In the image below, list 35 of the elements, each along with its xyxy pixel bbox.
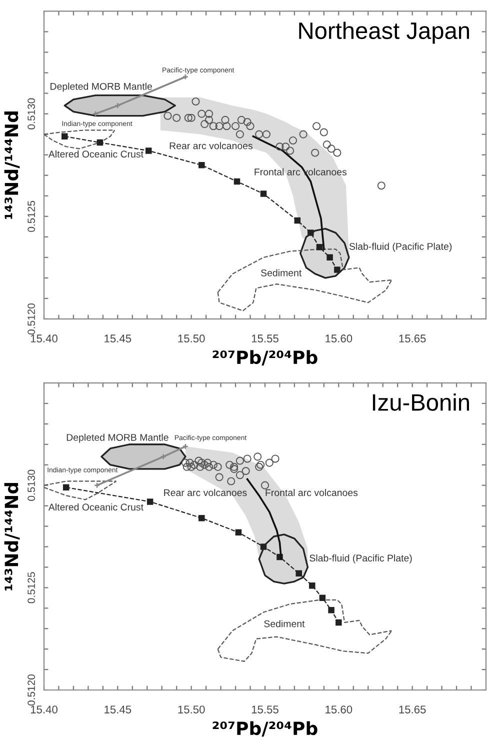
- annotation: Sediment: [264, 620, 305, 628]
- x-axis-title: ²⁰⁷Pb/²⁰⁴Pb: [212, 350, 318, 366]
- chart-title: Izu-Bonin: [372, 393, 469, 411]
- x-tick-label: 15.65: [399, 706, 426, 714]
- annotation: Slab-fluid (Pacific Plate): [310, 554, 412, 564]
- x-tick-label: 15.45: [104, 334, 132, 342]
- annotation: Rear arc volcanoes: [164, 488, 247, 496]
- y-tick-label: 0.5125: [28, 200, 35, 232]
- x-tick-label: 15.60: [326, 334, 352, 342]
- y-axis-title: ¹⁴³Nd/¹⁴⁴Nd: [4, 482, 20, 590]
- y-axis-title: ¹⁴³Nd/¹⁴⁴Nd: [4, 112, 20, 220]
- x-tick-label: 15.50: [178, 334, 205, 342]
- x-tick-label: 15.40: [30, 706, 58, 714]
- x-tick-label: 15.60: [326, 706, 352, 714]
- annotation: Frontal arc volcanoes: [266, 488, 358, 496]
- x-tick-label: 15.50: [178, 706, 205, 714]
- y-tick-label: 0.5130: [28, 470, 35, 501]
- x-axis-title: ²⁰⁷Pb/²⁰⁴Pb: [212, 721, 318, 737]
- x-tick-label: 15.45: [104, 706, 132, 714]
- x-tick-label: 15.55: [252, 334, 278, 342]
- chart-title: Northeast Japan: [299, 22, 469, 44]
- annotation: Depleted MORB Mantle: [66, 434, 168, 443]
- y-tick-label: 0.5130: [28, 98, 35, 130]
- annotation: Rear arc volcanoes: [170, 142, 252, 150]
- y-tick-label: 0.5125: [28, 572, 35, 604]
- annotation: Sediment: [261, 269, 302, 276]
- x-tick-label: 15.40: [30, 334, 58, 342]
- annotation: Depleted MORB Mantle: [50, 82, 152, 92]
- annotation: Altered Oceanic Crust: [48, 503, 144, 511]
- x-tick-label: 15.65: [399, 334, 426, 342]
- annotation: Altered Oceanic Crust: [48, 150, 144, 158]
- y-tick-label: 0.5120: [28, 303, 35, 334]
- annotation: Slab-fluid (Pacific Plate): [349, 242, 452, 252]
- y-tick-label: 0.5120: [28, 674, 35, 706]
- x-tick-label: 15.55: [252, 706, 278, 714]
